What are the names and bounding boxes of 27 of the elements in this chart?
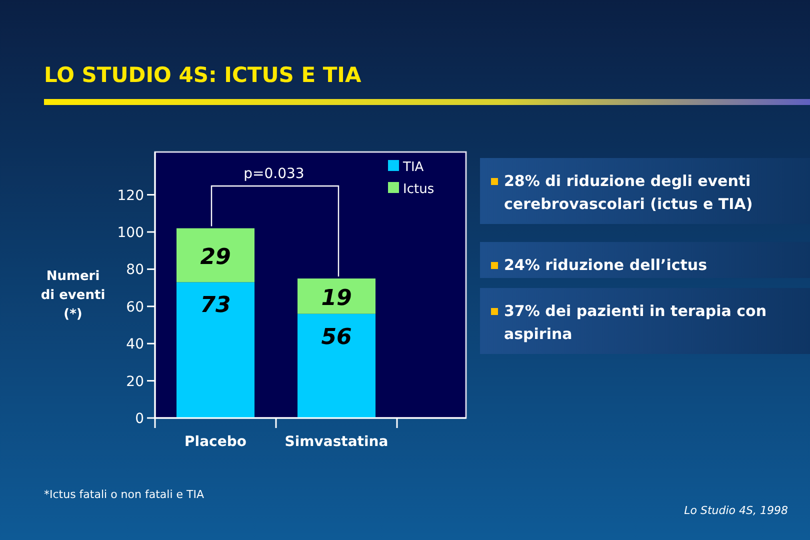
y-tick-label: 0 xyxy=(135,411,144,427)
data-label: 56 xyxy=(321,324,352,350)
chart-title: LO STUDIO 4S: ICTUS E TIA xyxy=(44,63,362,87)
y-tick-label: 40 xyxy=(126,336,144,353)
y-tick-label: 80 xyxy=(126,262,144,278)
text: Lo Studio 4S, 1998 xyxy=(684,504,788,517)
bar xyxy=(176,282,254,418)
y-axis-title: Numeri di eventi (*) xyxy=(40,269,106,322)
text: 28% di riduzione degli eventi cerebrovascolari (ictus e TIA) xyxy=(504,172,753,213)
x-tick-label: Placebo xyxy=(184,434,247,450)
data-label: 19 xyxy=(321,286,352,312)
legend-label: Ictus xyxy=(403,182,434,197)
data-label: 73 xyxy=(200,293,231,318)
bar xyxy=(298,314,376,418)
y-tick-label: 100 xyxy=(117,224,144,241)
annotation: p=0.033 xyxy=(244,166,304,182)
y-tick-label: 60 xyxy=(126,299,144,316)
bar xyxy=(298,278,376,314)
text: *Ictus fatali o non fatali e TIA xyxy=(44,488,204,501)
text: 37% dei pazienti in terapia con aspirina xyxy=(504,302,767,343)
y-tick-label: 120 xyxy=(117,188,144,204)
data-label: 29 xyxy=(200,245,231,270)
x-tick-label: Simvastatina xyxy=(284,434,388,450)
legend-label: TIA xyxy=(402,160,424,175)
bar xyxy=(176,228,254,282)
y-tick-label: 20 xyxy=(126,374,144,390)
text: 24% riduzione dell’ictus xyxy=(504,256,708,274)
